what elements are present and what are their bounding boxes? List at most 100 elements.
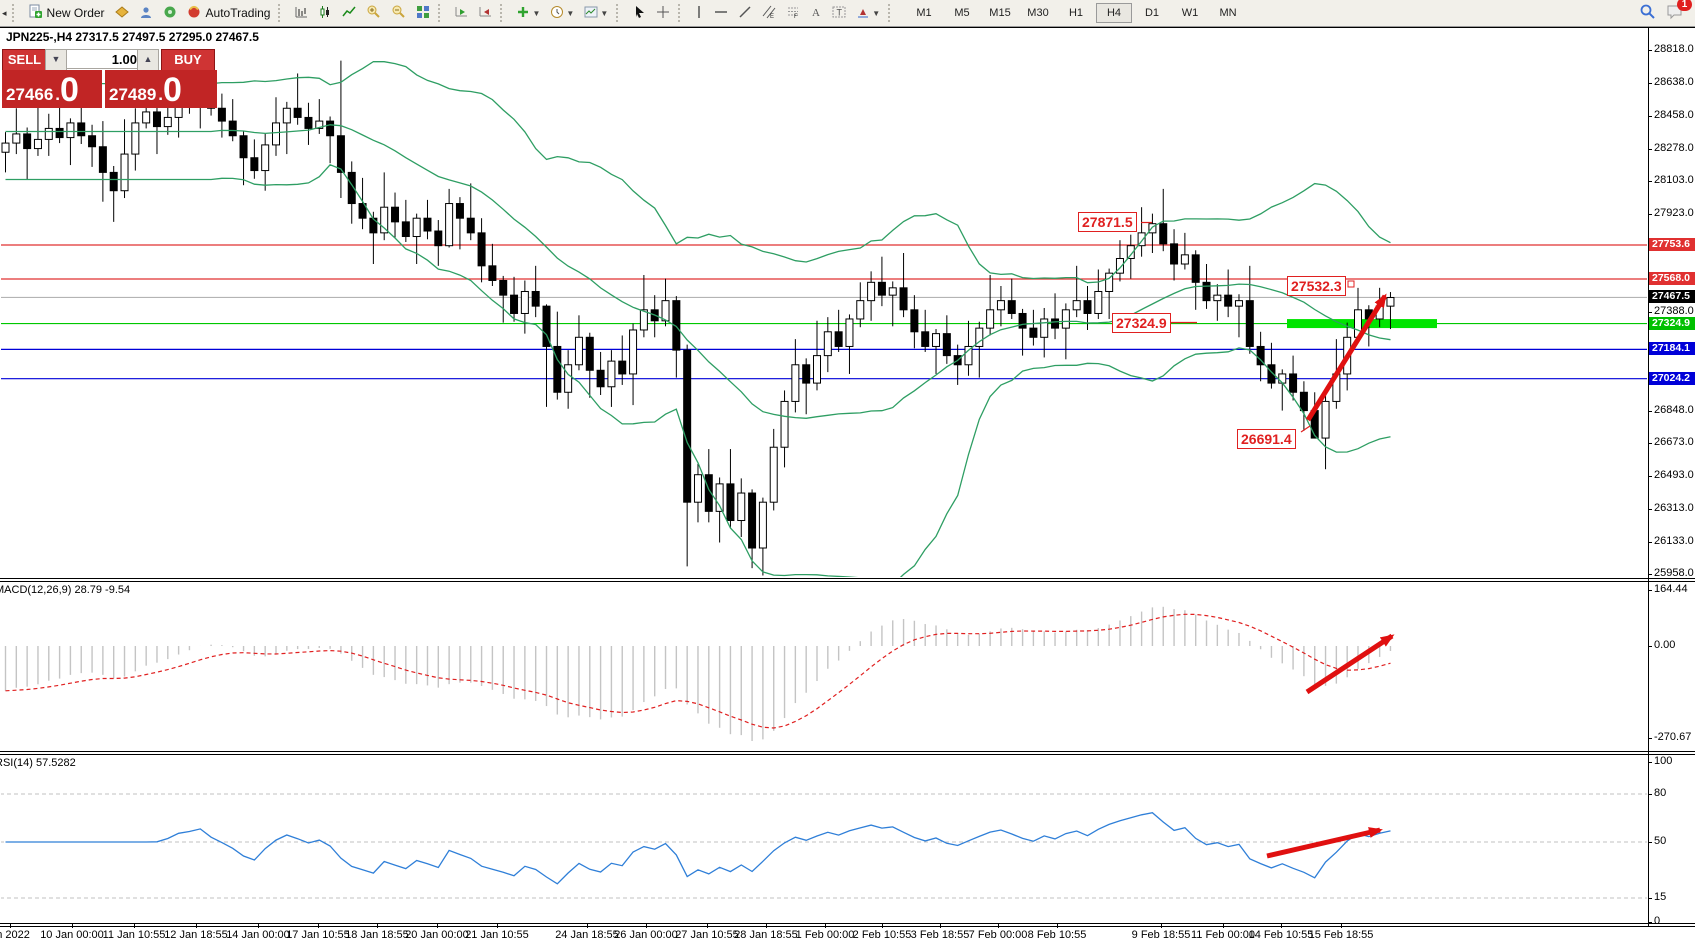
sell-price[interactable]: 27466 . 0	[2, 70, 102, 108]
bar-chart-button[interactable]	[289, 1, 313, 25]
news-icon	[163, 5, 177, 22]
sell-button[interactable]: SELL	[2, 49, 47, 71]
chart-shift-button[interactable]	[473, 1, 497, 25]
autotrading-button[interactable]: AutoTrading	[182, 1, 276, 25]
sell-price-dot: .	[55, 85, 61, 104]
chevron-down-icon: ▼	[566, 8, 575, 18]
timeframe-button-M1[interactable]: M1	[916, 7, 932, 19]
rsi-axis-label: 0	[1654, 915, 1661, 927]
vertical-line-button[interactable]	[689, 1, 709, 25]
time-axis-label: 10 Jan 00:00	[40, 929, 104, 941]
macd-axis-tick	[1648, 738, 1652, 740]
vertical-line-icon	[694, 5, 704, 22]
one-click-trading-panel: SELL ▼ ▲ BUY 27466 . 0 27489 . 0	[2, 47, 217, 108]
navigator-button[interactable]	[134, 1, 158, 25]
time-axis-label: 8 Feb 10:55	[1027, 929, 1087, 941]
price-macd-splitter[interactable]	[0, 578, 1695, 579]
line-chart-button[interactable]	[337, 1, 361, 25]
price-label-annotation[interactable]: 27871.5	[1078, 212, 1137, 232]
rsi-axis-tick	[1648, 762, 1652, 763]
time-axis-label: 17 Jan 10:55	[286, 929, 350, 941]
arrows-button[interactable]: ▼	[851, 1, 885, 25]
chart-shift-icon	[478, 5, 492, 22]
price-axis-label: 26313.0	[1654, 501, 1694, 514]
navigator-icon	[139, 5, 153, 22]
timeframe-button-M5[interactable]: M5	[954, 7, 970, 19]
new-order-button[interactable]: New Order	[23, 1, 110, 25]
line-chart-icon	[342, 5, 357, 22]
indicators-icon	[516, 5, 530, 22]
macd-axis-label: 164.44	[1654, 582, 1688, 595]
autotrading-icon	[187, 4, 202, 22]
price-axis-tick	[1648, 574, 1652, 576]
templates-button[interactable]: ▼	[579, 1, 613, 25]
price-tag: 27753.6	[1649, 238, 1695, 252]
macd-label: MACD(12,26,9) 28.79 -9.54	[0, 584, 131, 596]
time-axis-label: 14 Feb 10:55	[1248, 929, 1314, 941]
zoom-in-button[interactable]	[361, 1, 386, 25]
price-label-annotation[interactable]: 27532.3	[1287, 276, 1346, 296]
buy-price[interactable]: 27489 . 0	[105, 70, 217, 108]
timeframe-button-M15[interactable]: M15	[989, 7, 1011, 19]
periods-button[interactable]: ▼	[545, 1, 579, 25]
timeframe-button-H4[interactable]: H4	[1096, 3, 1132, 23]
time-axis-tick	[318, 924, 319, 928]
time-axis-tick	[1057, 924, 1058, 928]
buy-price-main: 27489	[109, 85, 157, 104]
volume-input[interactable]	[66, 49, 144, 69]
time-axis-tick	[587, 924, 588, 928]
search-button[interactable]	[1634, 1, 1661, 25]
price-tag: 27024.2	[1649, 371, 1695, 385]
price-axis-label: 28818.0	[1654, 43, 1694, 55]
fibonacci-button[interactable]: F	[781, 1, 805, 25]
timeframe-button-D1[interactable]: D1	[1144, 7, 1160, 19]
trendline-button[interactable]	[733, 1, 757, 25]
macd-rsi-splitter[interactable]	[0, 751, 1695, 752]
timeframe-button-MN[interactable]: MN	[1219, 7, 1237, 19]
rsi-axis-tick	[1648, 898, 1652, 899]
crosshair-button[interactable]	[651, 1, 675, 25]
chevron-down-icon: ▼	[532, 8, 541, 18]
time-axis-label: 26 Jan 00:00	[614, 929, 678, 941]
notification-badge: 1	[1677, 0, 1692, 11]
auto-scroll-button[interactable]	[449, 1, 473, 25]
time-axis-label: 24 Jan 18:55	[555, 929, 619, 941]
tile-windows-button[interactable]	[411, 1, 435, 25]
candlestick-chart-button[interactable]	[313, 1, 337, 25]
new-order-icon	[28, 4, 43, 22]
text-button[interactable]: A	[805, 1, 827, 25]
volume-increase-button[interactable]: ▲	[137, 49, 159, 71]
buy-button[interactable]: BUY	[161, 49, 215, 71]
volume-decrease-button[interactable]: ▼	[45, 49, 67, 71]
data-window-icon	[114, 5, 129, 22]
notifications-button[interactable]: 1	[1661, 0, 1692, 25]
time-axis-label: 11 Jan 10:55	[102, 929, 166, 941]
tile-windows-icon	[416, 5, 430, 22]
time-axis-tick	[882, 924, 883, 928]
fibonacci-icon: F	[786, 5, 800, 22]
equidistant-channel-button[interactable]: E	[757, 1, 781, 25]
data-window-button[interactable]	[110, 1, 134, 25]
zoom-out-icon	[391, 4, 406, 22]
news-button[interactable]	[158, 1, 182, 25]
indicators-button[interactable]: ▼	[511, 1, 545, 25]
buy-price-pips: 0	[163, 71, 182, 109]
zoom-out-button[interactable]	[386, 1, 411, 25]
price-label-annotation[interactable]: 26691.4	[1237, 429, 1296, 449]
time-axis-tick	[377, 924, 378, 928]
text-label-button[interactable]: T	[827, 1, 851, 25]
cursor-button[interactable]	[627, 1, 651, 25]
arrows-icon	[856, 5, 870, 22]
time-axis-tick	[646, 924, 647, 928]
time-axis-label: 21 Jan 10:55	[465, 929, 529, 941]
sell-price-pips: 0	[60, 71, 79, 109]
collapse-toolbar-button[interactable]: ◂	[2, 7, 7, 18]
price-label-annotation[interactable]: 27324.9	[1112, 313, 1171, 333]
timeframe-button-H1[interactable]: H1	[1068, 7, 1084, 19]
timeframe-button-M30[interactable]: M30	[1027, 7, 1049, 19]
timeframe-button-W1[interactable]: W1	[1181, 7, 1199, 19]
horizontal-line-button[interactable]	[709, 1, 733, 25]
spin-down-icon: ▼	[51, 54, 61, 64]
time-axis-tick	[134, 924, 135, 928]
